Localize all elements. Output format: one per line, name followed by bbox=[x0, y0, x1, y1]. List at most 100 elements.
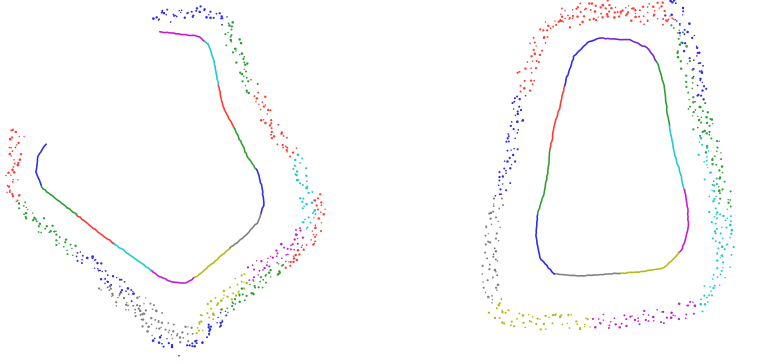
left-scatter-point bbox=[187, 11, 189, 14]
left-inner-scatter-point bbox=[219, 321, 222, 325]
right-scatter-point bbox=[627, 5, 630, 7]
right-inner-scatter-point bbox=[643, 23, 645, 26]
left-scatter-point bbox=[243, 68, 246, 70]
left-scatter-point bbox=[104, 269, 107, 272]
left-scatter-point bbox=[242, 287, 246, 290]
right-scatter-point bbox=[593, 10, 597, 13]
left-scatter-point bbox=[17, 161, 20, 164]
left-scatter-point bbox=[240, 52, 244, 55]
right-scatter-point bbox=[535, 60, 538, 62]
right-scatter-point bbox=[506, 137, 509, 140]
left-inner-scatter-point bbox=[115, 301, 118, 304]
left-scatter-point bbox=[277, 123, 280, 126]
left-scatter-point bbox=[286, 247, 289, 250]
left-scatter-point bbox=[234, 47, 237, 50]
right-inner-scatter-point bbox=[678, 29, 681, 31]
right-curve-segment-1 bbox=[599, 37, 658, 63]
left-scatter-point bbox=[8, 146, 11, 149]
right-inner-scatter-point bbox=[606, 15, 609, 18]
left-scatter-point bbox=[228, 24, 231, 27]
right-scatter-point bbox=[482, 281, 484, 283]
right-scatter-point bbox=[616, 11, 619, 14]
left-inner-scatter-point bbox=[289, 264, 292, 267]
right-scatter-point bbox=[493, 203, 495, 205]
right-scatter-point bbox=[516, 132, 519, 134]
left-scatter-point bbox=[301, 200, 304, 203]
right-inner-scatter-point bbox=[692, 110, 695, 114]
right-scatter-point bbox=[508, 156, 511, 160]
right-scatter-point bbox=[644, 318, 647, 322]
left-inner-scatter-point bbox=[267, 271, 271, 274]
right-scatter-point bbox=[641, 5, 645, 8]
right-scatter-point bbox=[495, 270, 497, 273]
right-scatter-point bbox=[512, 325, 516, 328]
right-scatter-point bbox=[518, 70, 521, 73]
left-inner-scatter-point bbox=[314, 224, 317, 226]
right-inner-scatter-point bbox=[711, 237, 714, 240]
left-scatter-point bbox=[187, 326, 189, 328]
right-scatter-point bbox=[504, 311, 507, 314]
right-scatter-point bbox=[695, 45, 698, 47]
left-scatter-point bbox=[198, 321, 201, 324]
right-scatter-point bbox=[711, 278, 714, 280]
right-scatter-point bbox=[519, 90, 522, 93]
left-scatter-point bbox=[173, 14, 175, 17]
right-scatter-point bbox=[487, 233, 490, 235]
left-scatter-point bbox=[119, 291, 122, 294]
left-scatter-point bbox=[307, 216, 310, 219]
right-scatter-point bbox=[555, 23, 558, 26]
right-scatter-point bbox=[638, 9, 641, 12]
left-scatter-point bbox=[160, 321, 164, 325]
right-scatter-point bbox=[584, 323, 586, 326]
right-scatter-point bbox=[516, 112, 520, 116]
right-scatter-point bbox=[486, 279, 489, 282]
right-scatter-point bbox=[710, 137, 712, 140]
left-scatter-point bbox=[149, 302, 152, 305]
right-scatter-point bbox=[497, 239, 500, 242]
left-scatter-point bbox=[16, 199, 19, 202]
right-inner-scatter-point bbox=[707, 150, 710, 152]
left-scatter-point bbox=[197, 329, 201, 332]
left-scatter-point bbox=[301, 184, 304, 186]
left-scatter-point bbox=[301, 236, 305, 239]
right-scatter-point bbox=[705, 87, 708, 90]
right-trajectory-panel bbox=[481, 0, 735, 331]
left-scatter-point bbox=[81, 254, 84, 257]
left-scatter-point bbox=[75, 255, 78, 258]
left-scatter-point bbox=[229, 35, 232, 38]
right-scatter-point bbox=[701, 89, 704, 92]
left-scatter-point bbox=[171, 337, 174, 340]
left-inner-scatter-point bbox=[320, 211, 322, 213]
right-scatter-point bbox=[497, 220, 499, 223]
right-scatter-point bbox=[516, 95, 519, 98]
right-scatter-point bbox=[532, 36, 535, 39]
left-scatter-point bbox=[169, 21, 172, 23]
left-scatter-point bbox=[295, 170, 299, 173]
left-scatter-point bbox=[252, 276, 256, 279]
right-inner-scatter-point bbox=[691, 76, 694, 80]
left-scatter-point bbox=[266, 113, 269, 115]
right-scatter-point bbox=[494, 250, 498, 253]
left-scatter-point bbox=[182, 337, 185, 339]
left-scatter-point bbox=[230, 298, 233, 301]
left-scatter-point bbox=[137, 307, 140, 310]
left-inner-scatter-point bbox=[317, 208, 320, 211]
right-scatter-point bbox=[530, 67, 532, 69]
left-scatter-point bbox=[299, 162, 301, 164]
left-scatter-point bbox=[99, 269, 102, 272]
right-inner-scatter-point bbox=[665, 19, 668, 22]
left-scatter-point bbox=[168, 329, 171, 332]
right-scatter-point bbox=[527, 314, 530, 316]
left-scatter-point bbox=[10, 147, 12, 149]
right-curve-segment-2 bbox=[655, 61, 671, 127]
left-scatter-point bbox=[264, 121, 267, 125]
left-inner-scatter-point bbox=[320, 201, 323, 204]
right-scatter-point bbox=[721, 171, 724, 174]
left-scatter-point bbox=[199, 5, 202, 8]
left-scatter-point bbox=[232, 292, 235, 295]
left-scatter-point bbox=[282, 146, 284, 149]
right-scatter-point bbox=[560, 7, 563, 10]
left-inner-scatter-point bbox=[243, 299, 246, 302]
right-scatter-point bbox=[602, 313, 605, 316]
left-scatter-point bbox=[157, 320, 160, 324]
